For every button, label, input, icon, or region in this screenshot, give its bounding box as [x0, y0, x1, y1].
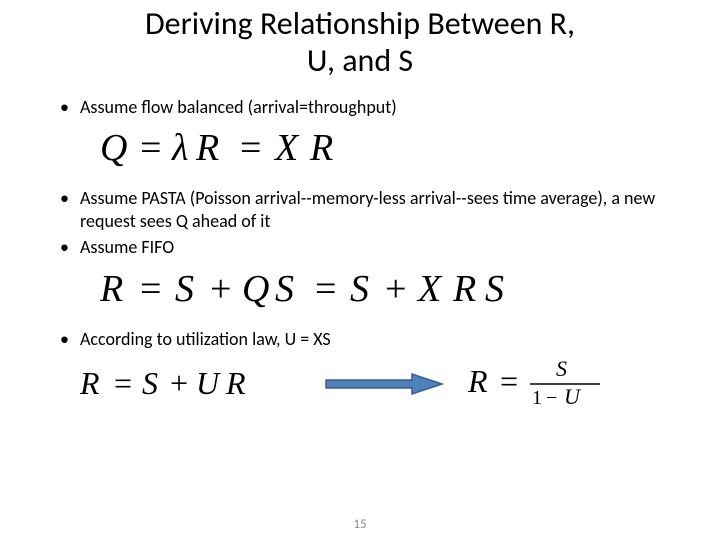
svg-text:R: R	[100, 268, 123, 310]
equation-3-row: R = S + U R R = S 1	[0, 356, 720, 417]
page-number: 15	[0, 517, 720, 532]
title-line-2: U, and S	[307, 41, 413, 80]
equation-2: R = S + Q S = S + X R S	[0, 267, 720, 316]
bullet-group-3: According to utilization law, U = XS	[0, 328, 720, 351]
svg-text:X: X	[416, 268, 443, 310]
svg-text:+: +	[385, 268, 406, 310]
svg-text:U: U	[564, 384, 582, 409]
svg-text:R: R	[80, 365, 100, 401]
svg-text:X: X	[273, 127, 300, 169]
svg-text:λ: λ	[171, 127, 188, 169]
equation-3-left: R = S + U R	[80, 364, 300, 409]
slide: Deriving Relationship Between R, U, and …	[0, 0, 720, 540]
bullet-2: Assume PASTA (Poisson arrival--memory-le…	[60, 187, 680, 232]
bullet-group-2: Assume PASTA (Poisson arrival--memory-le…	[0, 187, 720, 259]
svg-text:=: =	[140, 127, 161, 169]
svg-text:Q: Q	[100, 127, 127, 169]
svg-text:+: +	[170, 365, 188, 401]
svg-text:S: S	[142, 365, 158, 401]
svg-text:S: S	[485, 268, 504, 310]
svg-text:S: S	[275, 268, 294, 310]
svg-text:S: S	[350, 268, 369, 310]
svg-text:R: R	[225, 365, 246, 401]
bullet-4: According to utilization law, U = XS	[60, 328, 680, 351]
bullet-3: Assume FIFO	[60, 236, 680, 259]
arrow-icon	[324, 372, 444, 401]
svg-text:Q: Q	[242, 268, 269, 310]
svg-text:=: =	[240, 127, 261, 169]
svg-text:=: =	[315, 268, 336, 310]
svg-text:U: U	[196, 365, 221, 401]
svg-text:1: 1	[532, 387, 542, 409]
svg-text:S: S	[556, 356, 567, 381]
equation-1: Q = λ R = X R	[0, 126, 720, 175]
svg-text:=: =	[500, 363, 518, 399]
svg-text:R: R	[468, 363, 488, 399]
svg-text:=: =	[140, 268, 161, 310]
bullet-group-1: Assume flow balanced (arrival=throughput…	[0, 96, 720, 119]
svg-text:+: +	[210, 268, 231, 310]
title-line-1: Deriving Relationship Between R,	[145, 4, 575, 43]
svg-text:S: S	[175, 268, 194, 310]
svg-text:−: −	[546, 387, 557, 409]
bullet-1: Assume flow balanced (arrival=throughput…	[60, 96, 680, 119]
svg-text:R: R	[452, 268, 476, 310]
equation-3-right: R = S 1 − U	[468, 356, 608, 417]
svg-text:R: R	[309, 127, 333, 169]
svg-text:R: R	[195, 127, 219, 169]
slide-title: Deriving Relationship Between R, U, and …	[0, 0, 720, 84]
svg-text:=: =	[114, 365, 132, 401]
